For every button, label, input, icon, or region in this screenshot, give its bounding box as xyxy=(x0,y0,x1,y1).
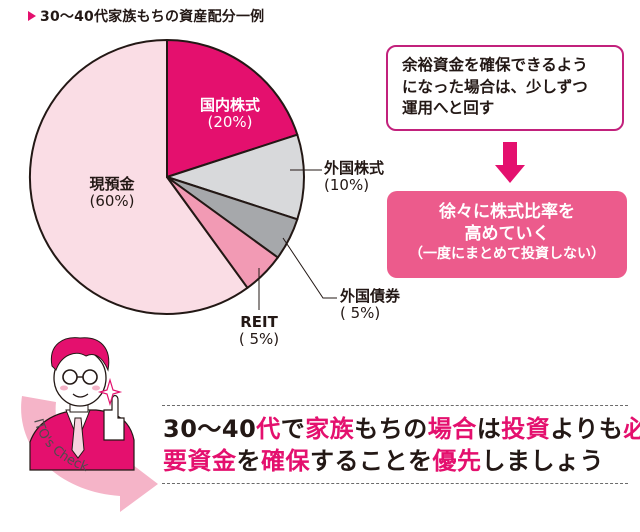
highlight-text: 必 xyxy=(623,415,640,443)
slice-foreign-stock xyxy=(166,133,305,221)
message-text: もちの xyxy=(354,415,428,443)
label-reit: REIT ( 5%) xyxy=(229,313,289,349)
highlight-text: 家族 xyxy=(305,415,355,443)
ito-check-message: 30～40代で家族もちの場合は投資よりも必 要資金を確保することを優先しましょう xyxy=(163,413,640,477)
dashed-divider-bottom xyxy=(162,483,628,484)
message-text: を xyxy=(236,447,261,475)
highlight-text: 投資 xyxy=(501,415,551,443)
label-domestic-stock: 国内株式 (20%) xyxy=(185,96,275,132)
ito-check-line-2: 要資金を確保することを優先しましょう xyxy=(163,445,640,477)
label-domestic-stock-name: 国内株式 xyxy=(199,96,260,114)
label-foreign-stock: 外国株式 (10%) xyxy=(324,159,385,195)
note-line-3: 運用へと回す xyxy=(402,99,495,118)
message-text: よりも xyxy=(550,415,624,443)
down-arrow-icon xyxy=(495,142,525,183)
result-line-2: 高めていく xyxy=(464,224,550,245)
slice-cash xyxy=(28,39,249,315)
message-text: は xyxy=(476,415,502,443)
highlight-text: 代 xyxy=(256,415,281,443)
label-cash-pct: (60%) xyxy=(89,192,135,211)
chart-title: 30～40代家族もちの資産配分一例 xyxy=(28,6,264,26)
leader-foreign-bond xyxy=(282,237,337,299)
note-line-1: 余裕資金を確保できるよう xyxy=(402,56,588,74)
label-foreign-stock-name: 外国株式 xyxy=(324,159,385,177)
result-line-1: 徐々に株式比率を xyxy=(439,202,575,222)
message-text: 30～40 xyxy=(163,415,257,443)
slice-reit xyxy=(166,176,279,289)
chart-title-text: 30～40代家族もちの資産配分一例 xyxy=(40,9,265,25)
label-cash-name: 現預金 xyxy=(89,175,135,193)
label-domestic-stock-pct: (20%) xyxy=(207,113,253,132)
label-foreign-bond-name: 外国債券 xyxy=(340,287,401,305)
message-text: しましょう xyxy=(481,447,604,475)
label-cash: 現預金 (60%) xyxy=(67,175,157,211)
highlight-text: 優先 xyxy=(432,447,482,475)
message-text: で xyxy=(280,415,306,443)
highlight-text: 要資金 xyxy=(163,447,237,475)
dashed-divider-top xyxy=(162,405,628,406)
label-reit-name: REIT xyxy=(240,313,278,331)
slice-domestic-stock xyxy=(166,39,299,178)
character-illustration-icon xyxy=(29,337,135,471)
highlight-text: 確保 xyxy=(261,447,310,475)
message-text: することを xyxy=(310,447,433,475)
ito-check-line-1: 30～40代で家族もちの場合は投資よりも必 xyxy=(163,413,640,445)
result-box: 徐々に株式比率を 高めていく （一度にまとめて投資しない） xyxy=(387,191,627,278)
note-box: 余裕資金を確保できるよう になった場合は、少しずつ 運用へと回す xyxy=(386,45,624,131)
highlight-text: 場合 xyxy=(427,415,477,443)
label-foreign-stock-pct: (10%) xyxy=(324,176,370,195)
label-foreign-bond: 外国債券 ( 5%) xyxy=(340,287,401,323)
label-foreign-bond-pct: ( 5%) xyxy=(340,304,381,323)
label-reit-pct: ( 5%) xyxy=(238,330,280,349)
triangle-bullet-icon xyxy=(28,11,36,21)
result-line-3: （一度にまとめて投資しない） xyxy=(409,246,605,263)
note-line-2: になった場合は、少しずつ xyxy=(402,77,588,96)
